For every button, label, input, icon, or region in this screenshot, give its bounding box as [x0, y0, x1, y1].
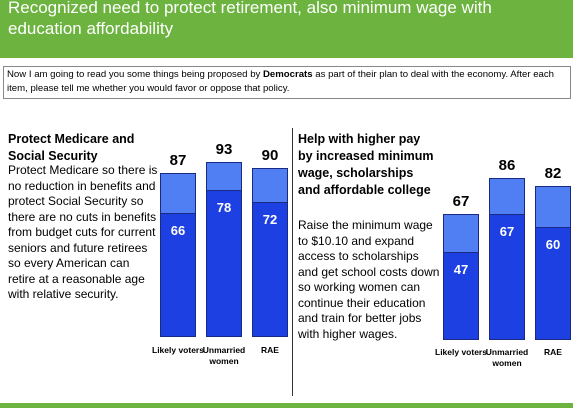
header: Recognized need to protect retirement, a… [0, 0, 573, 58]
bar [535, 227, 571, 340]
note: Now I am going to read you some things b… [3, 66, 571, 99]
total-label: 86 [498, 157, 516, 175]
category-label: RAE [261, 345, 279, 355]
total-label: 82 [544, 164, 562, 182]
total-label: 93 [215, 141, 233, 159]
divider [292, 128, 293, 396]
category-label: Likely voters [435, 347, 487, 357]
bar [206, 190, 242, 337]
category-label: Unmarried women [485, 347, 529, 368]
title: Recognized need to protect retirement, a… [8, 0, 492, 38]
value-label: 78 [216, 200, 232, 216]
footer-bar [0, 403, 573, 408]
panel-heading: Help with higher pay by increased minimu… [298, 132, 434, 197]
value-label: 47 [453, 261, 469, 277]
value-label: 72 [262, 211, 278, 227]
total-label: 67 [452, 193, 470, 211]
total-label: 90 [261, 146, 279, 164]
panel-heading: Protect Medicare and Social Security [8, 132, 135, 163]
note-bold: Democrats [263, 69, 313, 80]
bar [160, 212, 196, 337]
bar [489, 214, 525, 340]
note-text: as part of their plan to deal with the e… [7, 69, 555, 94]
bar [252, 201, 288, 337]
total-label: 87 [169, 152, 187, 170]
value-label: 67 [499, 224, 515, 240]
panel-text: Protect Medicare so there is no reductio… [8, 163, 158, 301]
panel-text: Raise the minimum wage to $10.10 and exp… [298, 218, 440, 341]
value-label: 60 [545, 237, 561, 253]
value-label: 66 [170, 222, 186, 238]
category-label: RAE [544, 347, 562, 357]
category-label: Likely voters [152, 345, 204, 355]
bar [443, 251, 479, 340]
note-text: Now I am going to read you some things b… [7, 69, 261, 80]
category-label: Unmarried women [202, 345, 246, 366]
